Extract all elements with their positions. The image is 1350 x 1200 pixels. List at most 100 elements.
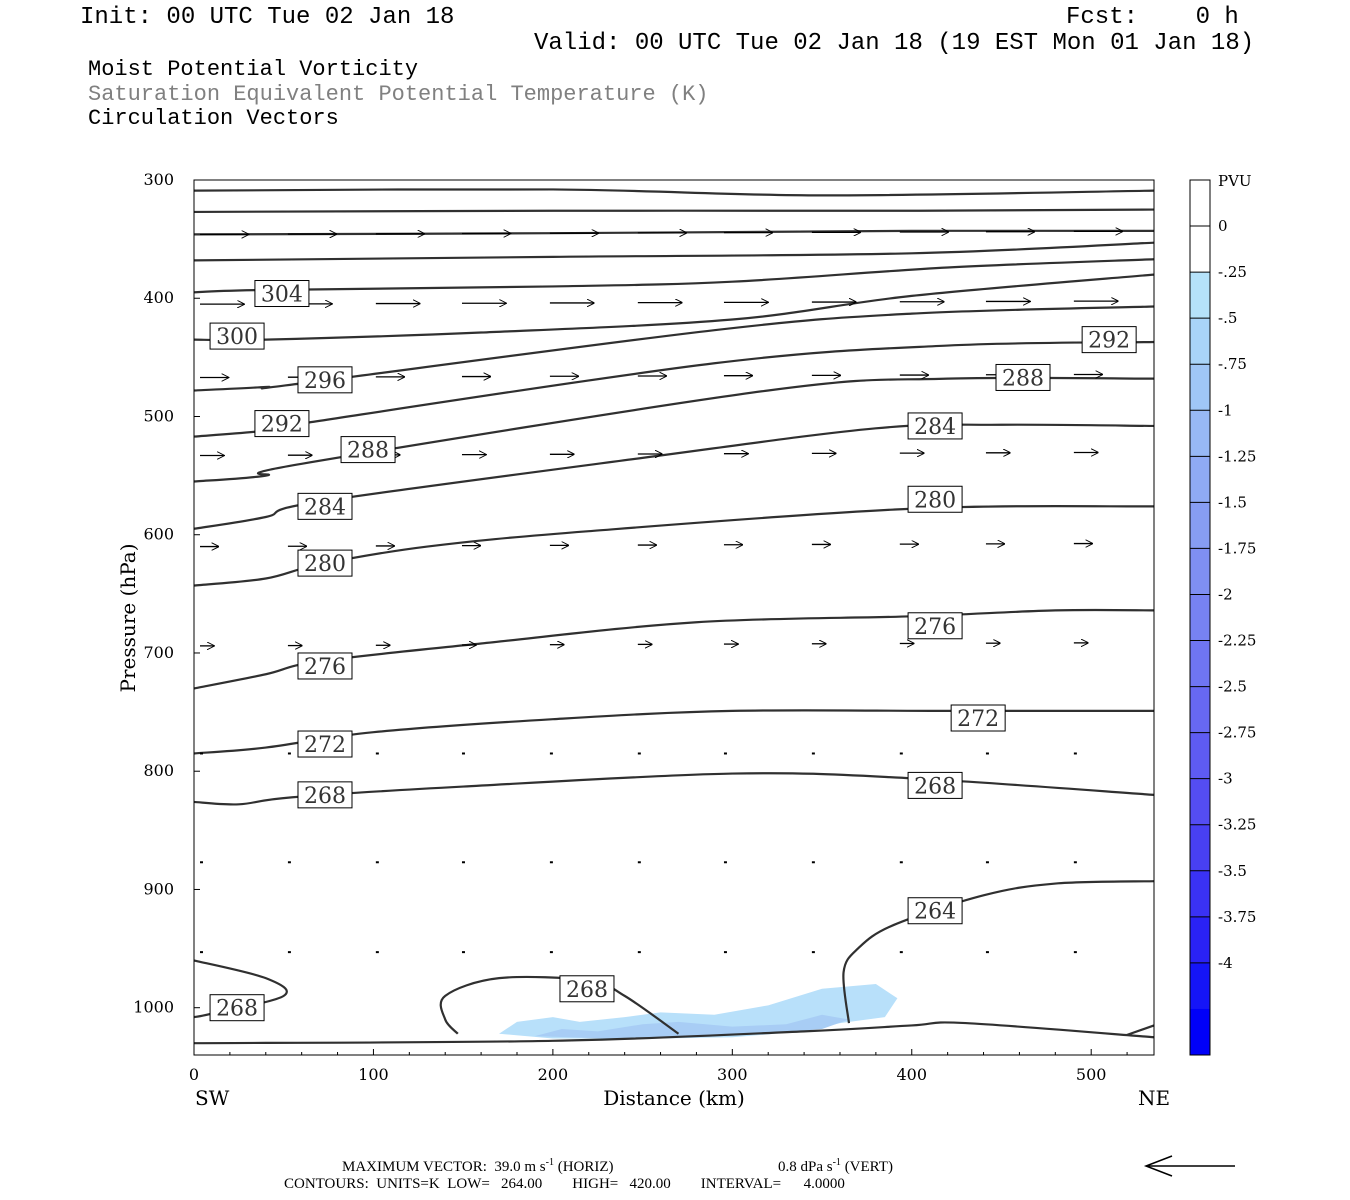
contour-label-box — [907, 612, 963, 640]
max-vector-vert-label: (VERT) — [844, 1159, 893, 1175]
colorbar-tick-label: -3.75 — [1218, 908, 1256, 926]
colorbar-tick-label: -2.5 — [1218, 678, 1247, 696]
x-tick-label: 400 — [896, 1065, 927, 1084]
contour-label: 292 — [1088, 329, 1130, 354]
contour-label-box — [209, 322, 265, 350]
contour-label-box — [340, 436, 396, 464]
contour-label: 268 — [304, 784, 346, 809]
contour-label: 268 — [216, 997, 258, 1022]
y-tick-label: 600 — [143, 525, 174, 544]
contour-label: 300 — [216, 325, 258, 350]
theta-contour-line — [1126, 1024, 1155, 1036]
contour-label-box — [907, 897, 963, 925]
max-vector-vert-exp: -1 — [832, 1157, 841, 1168]
x-tick-label: 500 — [1076, 1065, 1107, 1084]
theta-contour-line — [439, 975, 680, 1035]
plot-frame — [193, 179, 1155, 1056]
contour-label-box — [297, 366, 353, 394]
max-vector-horiz-value: MAXIMUM VECTOR: 39.0 m s — [342, 1159, 546, 1175]
colorbar-swatch — [1190, 272, 1210, 319]
colorbar-tick-label: -4 — [1218, 954, 1233, 972]
x-tick-label: 0 — [189, 1065, 199, 1084]
x-left-end-label: SW — [195, 1086, 230, 1110]
colorbar-swatch — [1190, 732, 1210, 780]
title-line-1: Moist Potential Vorticity — [88, 57, 419, 82]
axes: 300 400 500 600 700 800 900 1000 0 100 200 300 400 50… — [133, 170, 1128, 1084]
colorbar-swatch — [1190, 1008, 1210, 1056]
x-right-end-label: NE — [1138, 1086, 1170, 1110]
contour-label: 276 — [914, 615, 956, 640]
contour-label: 280 — [914, 488, 956, 513]
colorbar-swatch — [1190, 456, 1210, 503]
max-vector-horiz-label: (HORIZ) — [557, 1159, 614, 1175]
theta-contours — [193, 188, 1155, 1045]
max-vector-vert: 0.8 dPa s-1 (VERT) — [778, 1157, 893, 1176]
theta-contour-line — [193, 305, 1155, 392]
theta-contour-line — [193, 208, 1155, 214]
theta-contour-line — [193, 188, 1155, 197]
colorbar-swatch — [1190, 640, 1210, 688]
contour-label: 288 — [1002, 366, 1044, 391]
colorbar-swatch — [1190, 778, 1210, 826]
valid-time: Valid: 00 UTC Tue 02 Jan 18 (19 EST Mon … — [534, 30, 1255, 57]
contour-label: 304 — [261, 283, 303, 308]
colorbar-swatch — [1190, 962, 1210, 1010]
y-tick-label: 300 — [143, 170, 174, 189]
colorbar: 0 -.25 -.5 -.75 -1 -1.25 -1.5 -1.75 -2 -2.25 -2.5 -… — [1189, 179, 1256, 1056]
title-line-3: Circulation Vectors — [88, 106, 339, 131]
contour-label-box — [297, 549, 353, 577]
theta-contour-line — [193, 376, 1155, 483]
contour-label: 288 — [347, 439, 389, 464]
colorbar-swatch — [1190, 870, 1210, 918]
y-tick-label: 1000 — [133, 998, 174, 1017]
contour-label-box — [907, 771, 963, 799]
init-time: Init: 00 UTC Tue 02 Jan 18 — [80, 4, 455, 31]
contour-label: 284 — [304, 495, 346, 520]
title-line-2: Saturation Equivalent Potential Temperat… — [88, 82, 709, 107]
contour-label: 268 — [566, 978, 608, 1003]
colorbar-tick-label: -1.75 — [1218, 539, 1256, 557]
contour-label: 272 — [957, 707, 999, 732]
contour-label: 292 — [261, 413, 303, 438]
colorbar-tick-label: -.75 — [1218, 355, 1247, 373]
y-axis-label: Pressure (hPa) — [116, 544, 140, 693]
contour-label: 268 — [914, 774, 956, 799]
colorbar-tick-label: -1 — [1218, 401, 1233, 419]
circulation-vectors — [200, 231, 1122, 954]
colorbar-swatch — [1190, 824, 1210, 872]
colorbar-swatch — [1190, 410, 1210, 457]
colorbar-tick-label: -3.5 — [1218, 862, 1247, 880]
colorbar-tick-label: 0 — [1218, 217, 1228, 235]
theta-contour-line — [193, 1021, 1155, 1045]
contour-label-box — [297, 781, 353, 809]
colorbar-swatch — [1190, 364, 1210, 411]
colorbar-tick-label: -2 — [1218, 585, 1233, 603]
contour-label-box — [297, 652, 353, 680]
theta-contour-line — [193, 608, 1155, 690]
colorbar-swatch — [1190, 502, 1210, 549]
colorbar-tick-label: -1.5 — [1218, 493, 1247, 511]
max-vector-vert-value: 0.8 dPa s — [778, 1159, 833, 1175]
contour-label-box — [1081, 326, 1137, 354]
contour-info: CONTOURS: UNITS=K LOW= 264.00 HIGH= 420.… — [284, 1176, 845, 1192]
forecast-hour: Fcst: 0 h — [1066, 4, 1239, 31]
contour-label-box — [209, 994, 265, 1022]
colorbar-tick-label: -1.25 — [1218, 447, 1256, 465]
contour-label-box — [254, 410, 310, 438]
theta-contour-line — [193, 959, 288, 1019]
theta-contour-line — [193, 423, 1155, 530]
reference-vector — [1143, 1155, 1235, 1177]
contour-label-box — [559, 975, 615, 1003]
y-tick-label: 700 — [143, 643, 174, 662]
colorbar-tick-label: -2.75 — [1218, 724, 1256, 742]
colorbar-swatch — [1190, 548, 1210, 595]
colorbar-swatch — [1190, 686, 1210, 734]
y-tick-label: 800 — [143, 761, 174, 780]
contour-label-box — [995, 363, 1051, 391]
theta-contour-line — [842, 880, 1155, 1024]
theta-contour-line — [193, 229, 1155, 236]
y-tick-label: 900 — [143, 879, 174, 898]
x-tick-label: 300 — [717, 1065, 748, 1084]
colorbar-swatch — [1190, 318, 1210, 365]
